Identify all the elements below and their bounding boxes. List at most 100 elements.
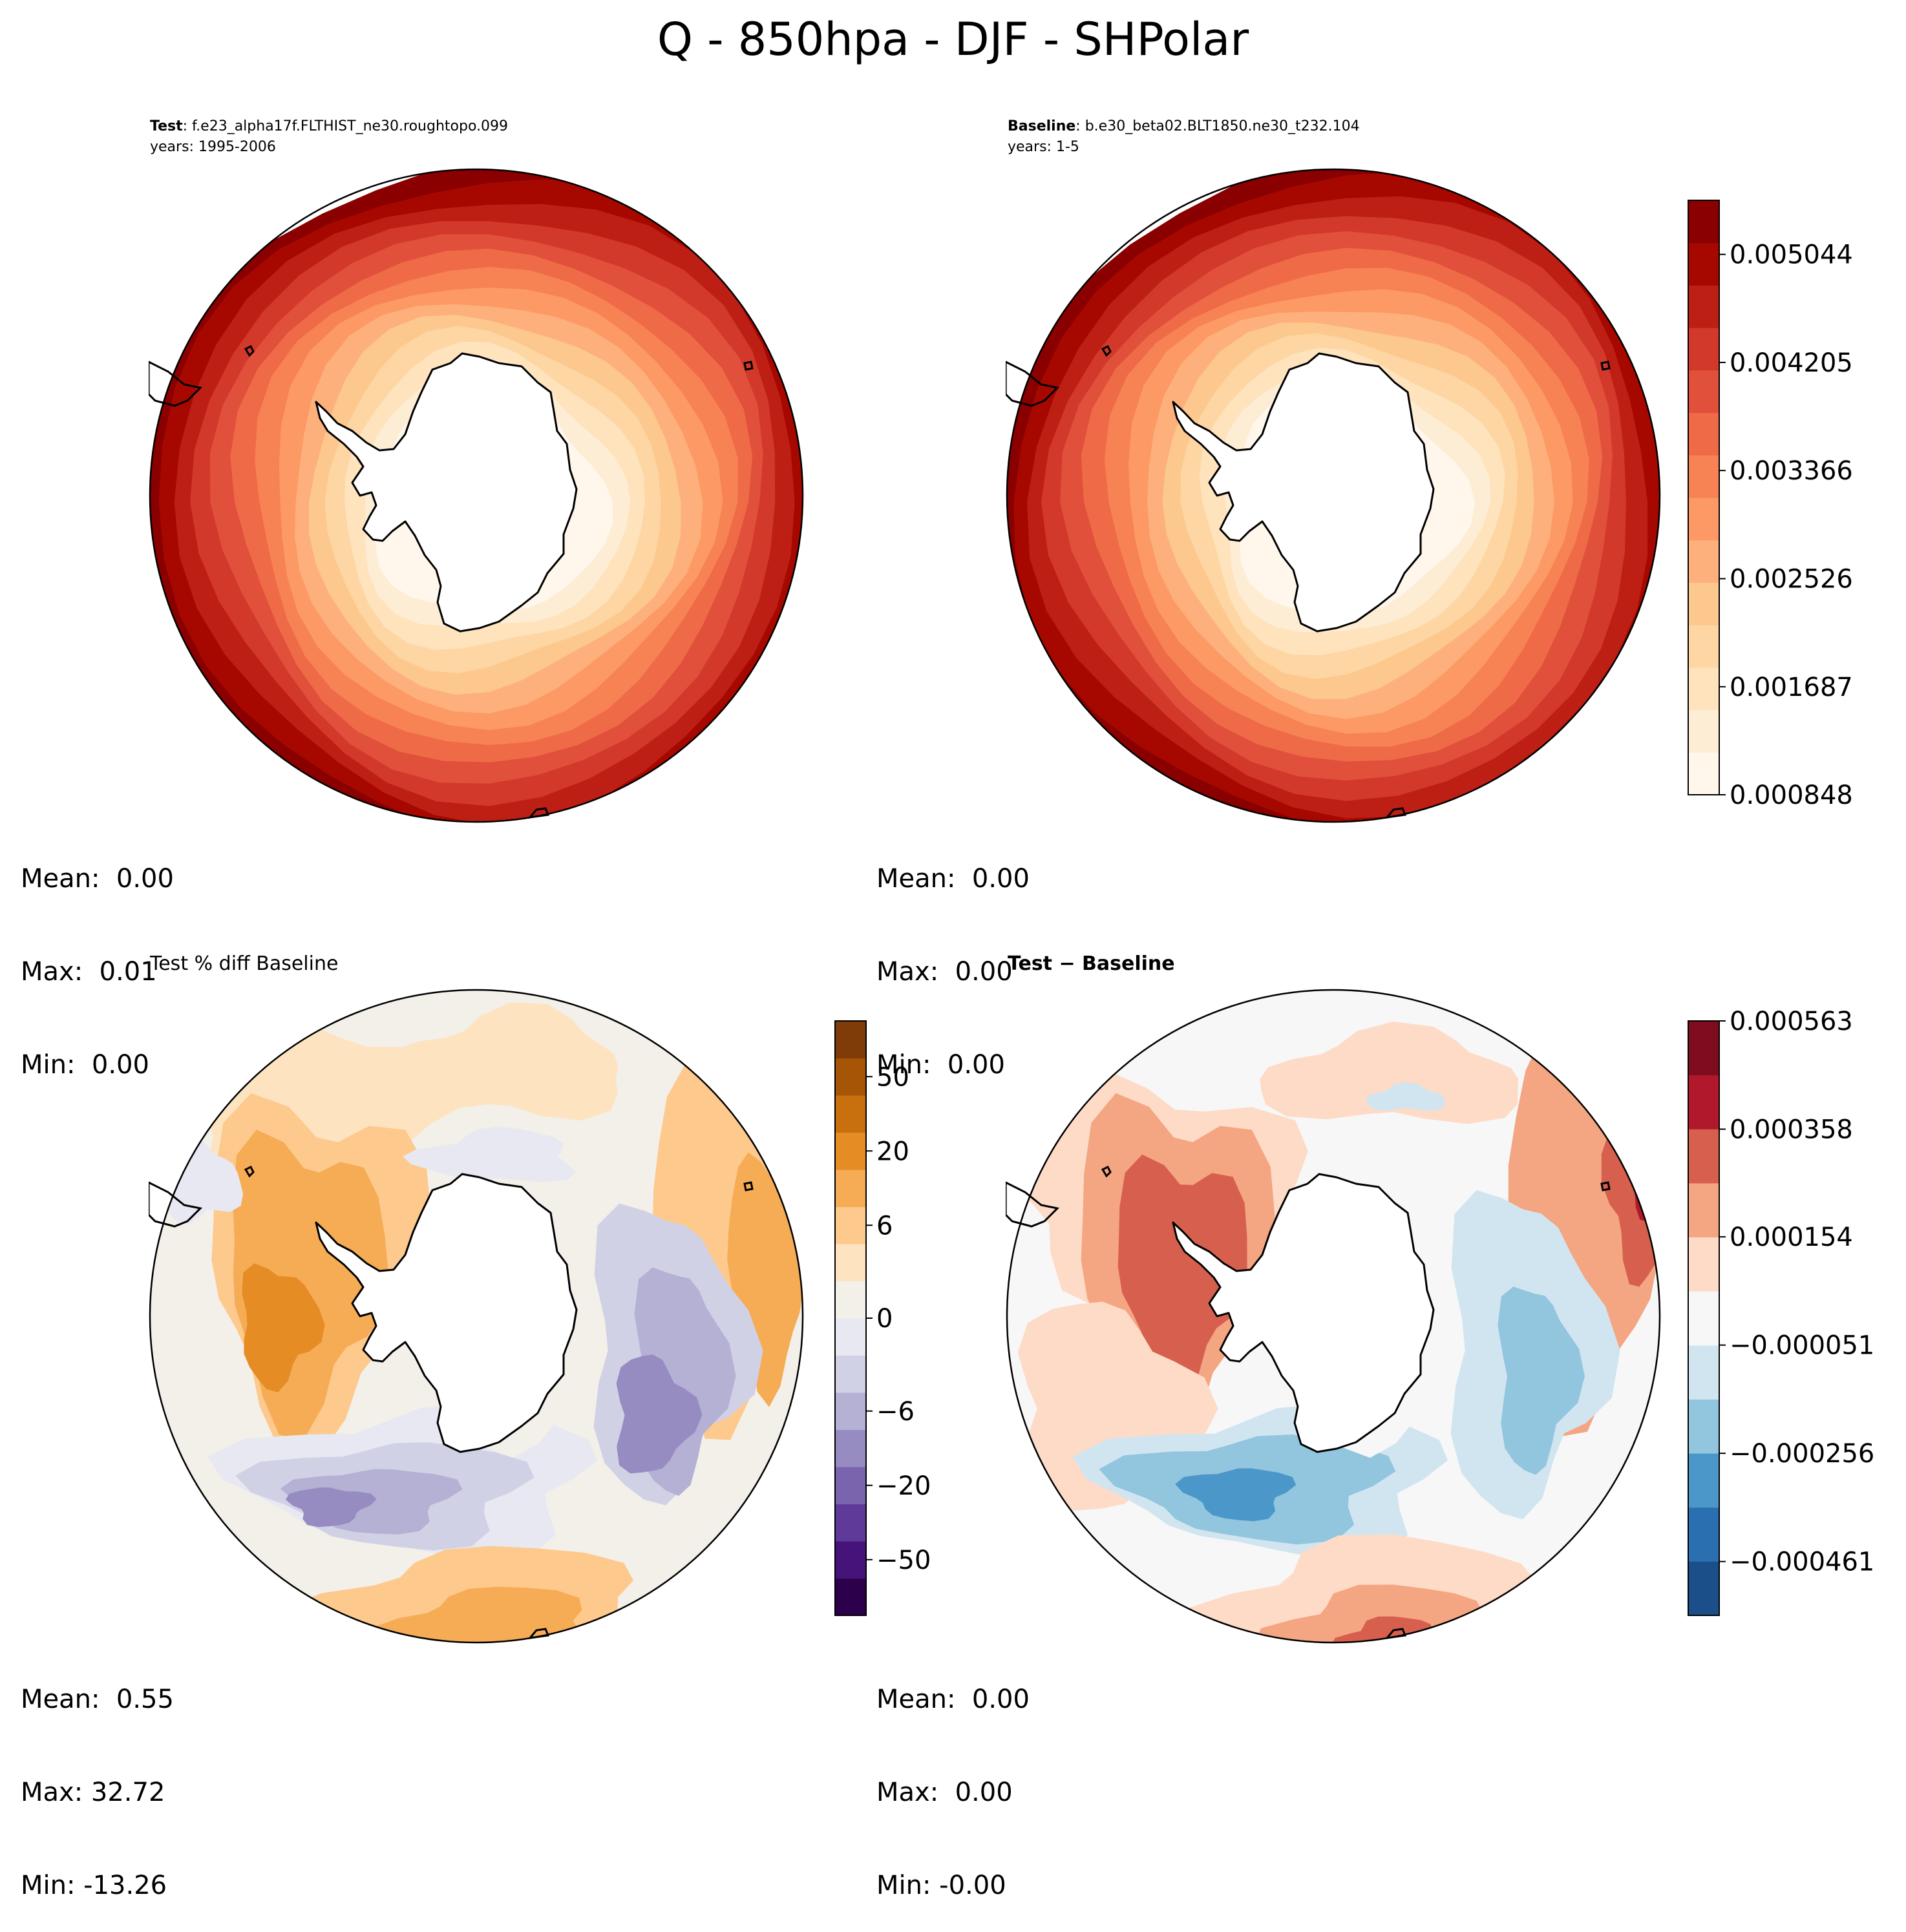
test-label: Test — [150, 118, 183, 134]
abs-colorbar-swatch — [1688, 285, 1719, 328]
diff-contour-blob — [1498, 1286, 1585, 1475]
diff-colorbar-tick-label: 0.000154 — [1730, 1223, 1853, 1252]
diff-colorbar-swatch — [1688, 1129, 1719, 1184]
diff-colorbar-swatch — [1688, 1345, 1719, 1400]
test-min: Min: 0.00 — [21, 1050, 149, 1080]
diff-stats: Mean: 0.00 Max: 0.00 Min: -0.00 — [876, 1622, 1030, 1932]
pctdiff-contour-blob — [385, 1002, 619, 1120]
pctdiff-colorbar-tick-label: 0 — [876, 1304, 893, 1334]
baseline-antarctica-coastline — [1172, 352, 1435, 633]
pctdiff-colorbar-swatch — [835, 1170, 866, 1207]
pctdiff-colorbar-swatch — [835, 1132, 866, 1170]
baseline-island — [1600, 361, 1611, 371]
abs-colorbar-swatch — [1688, 370, 1719, 414]
test-map — [149, 168, 804, 823]
pctdiff-colorbar-swatch — [835, 1429, 866, 1467]
test-case-name: : f.e23_alpha17f.FLTHIST_ne30.roughtopo.… — [182, 118, 509, 134]
test-island — [743, 361, 754, 371]
abs-colorbar-tick-label: 0.003366 — [1730, 456, 1853, 486]
diff-contour-blob — [1260, 1022, 1519, 1124]
abs-colorbar-swatch — [1688, 455, 1719, 498]
abs-colorbar-tick-label: 0.005044 — [1730, 240, 1853, 270]
pctdiff-colorbar-tick-label: −6 — [876, 1397, 915, 1427]
pctdiff-map-boundary — [149, 989, 804, 1644]
pctdiff-colorbar-swatch — [835, 1021, 866, 1058]
diff-colorbar-swatch — [1688, 1561, 1719, 1616]
test-header: Test: f.e23_alpha17f.FLTHIST_ne30.rought… — [150, 116, 508, 158]
abs-colorbar-swatch — [1688, 200, 1719, 244]
pctdiff-colorbar-swatch — [835, 1095, 866, 1133]
abs-colorbar-tick-label: 0.000848 — [1730, 781, 1853, 808]
abs-colorbar-swatch — [1688, 667, 1719, 711]
diff-colorbar-tick-label: −0.000051 — [1730, 1331, 1874, 1361]
baseline-map-boundary — [1006, 168, 1661, 823]
abs-colorbar-swatch — [1688, 709, 1719, 753]
pctdiff-colorbar-swatch — [835, 1392, 866, 1430]
diff-colorbar: −0.000461 −0.000256 −0.000051 0.000154 0.000… — [1688, 1008, 1874, 1616]
baseline-stats: Mean: 0.00 Max: 0.00 Min: 0.00 — [876, 801, 1030, 1111]
pctdiff-max: Max: 32.72 — [21, 1778, 165, 1807]
pctdiff-contour-blob — [285, 1487, 377, 1528]
abs-colorbar-swatch — [1688, 582, 1719, 625]
baseline-case-name: : b.e30_beta02.BLT1850.ne30_t232.104 — [1075, 118, 1360, 134]
pctdiff-colorbar-swatch — [835, 1578, 866, 1616]
pctdiff-colorbar: −50 −20 −6 0 6 20 50 — [834, 1020, 931, 1616]
test-map-boundary — [149, 168, 804, 823]
diff-min: Min: -0.00 — [876, 1871, 1006, 1900]
pctdiff-colorbar-tick-label: 6 — [876, 1211, 893, 1241]
baseline-years: years: 1-5 — [1008, 139, 1079, 155]
test-island — [244, 344, 255, 357]
diff-contour-blob — [1117, 1154, 1247, 1405]
pctdiff-island — [743, 1181, 754, 1192]
test-years: years: 1995-2006 — [150, 139, 276, 155]
pctdiff-colorbar-swatch — [835, 1281, 866, 1319]
abs-colorbar-tick-label: 0.002526 — [1730, 565, 1853, 594]
test-mean: Mean: 0.00 — [21, 864, 174, 894]
pctdiff-colorbar-tick-label: 20 — [876, 1137, 909, 1166]
pctdiff-colorbar-tick-label: −50 — [876, 1546, 931, 1575]
diff-colorbar-frame — [1688, 1020, 1720, 1616]
diff-colorbar-tick-label: 0.000563 — [1730, 1008, 1853, 1036]
abs-colorbar-swatch — [1688, 752, 1719, 795]
baseline-label: Baseline — [1008, 118, 1076, 134]
diff-title: Test − Baseline — [1008, 952, 1175, 975]
diff-colorbar-swatch — [1688, 1021, 1719, 1076]
diff-contour-blob — [1175, 1468, 1297, 1522]
baseline-max: Max: 0.00 — [876, 957, 1013, 987]
pctdiff-contour-blob — [616, 1354, 703, 1474]
pctdiff-colorbar-swatch — [835, 1206, 866, 1244]
pctdiff-colorbar-swatch — [835, 1355, 866, 1393]
diff-colorbar-tick-label: 0.000358 — [1730, 1115, 1853, 1144]
baseline-island — [1101, 344, 1112, 357]
baseline-min: Min: 0.00 — [876, 1050, 1005, 1080]
diff-island — [1600, 1181, 1611, 1192]
abs-colorbar-swatch — [1688, 412, 1719, 456]
diff-colorbar-swatch — [1688, 1507, 1719, 1562]
baseline-header: Baseline: b.e30_beta02.BLT1850.ne30_t232… — [1008, 116, 1360, 158]
abs-colorbar-swatch — [1688, 498, 1719, 541]
diff-colorbar-tick-label: −0.000461 — [1730, 1548, 1874, 1577]
abs-colorbar-swatch — [1688, 328, 1719, 371]
pctdiff-island — [244, 1165, 255, 1178]
test-max: Max: 0.01 — [21, 957, 157, 987]
diff-colorbar-tick-label: −0.000256 — [1730, 1439, 1874, 1469]
pctdiff-colorbar-swatch — [835, 1318, 866, 1356]
pctdiff-colorbar-swatch — [835, 1541, 866, 1579]
pctdiff-contour-blob — [403, 1126, 576, 1182]
diff-colorbar-swatch — [1688, 1075, 1719, 1129]
diff-colorbar-swatch — [1688, 1399, 1719, 1454]
diff-island — [1101, 1165, 1112, 1178]
abs-colorbar-swatch — [1688, 625, 1719, 668]
figure-title: Q - 850hpa - DJF - SHPolar — [657, 13, 1249, 66]
pctdiff-antarctica-coastline — [315, 1173, 578, 1453]
diff-colorbar-swatch — [1688, 1182, 1719, 1238]
diff-antarctica-coastline — [1172, 1173, 1435, 1453]
abs-colorbar-swatch — [1688, 540, 1719, 583]
pctdiff-colorbar-swatch — [835, 1504, 866, 1542]
abs-colorbar-tick-label: 0.004205 — [1730, 348, 1853, 378]
pctdiff-colorbar-swatch — [835, 1058, 866, 1096]
pctdiff-contour-blob — [242, 1263, 325, 1392]
abs-colorbar-tick-label: 0.001687 — [1730, 673, 1853, 702]
pctdiff-colorbar-swatch — [835, 1467, 866, 1504]
baseline-map — [1006, 168, 1661, 823]
